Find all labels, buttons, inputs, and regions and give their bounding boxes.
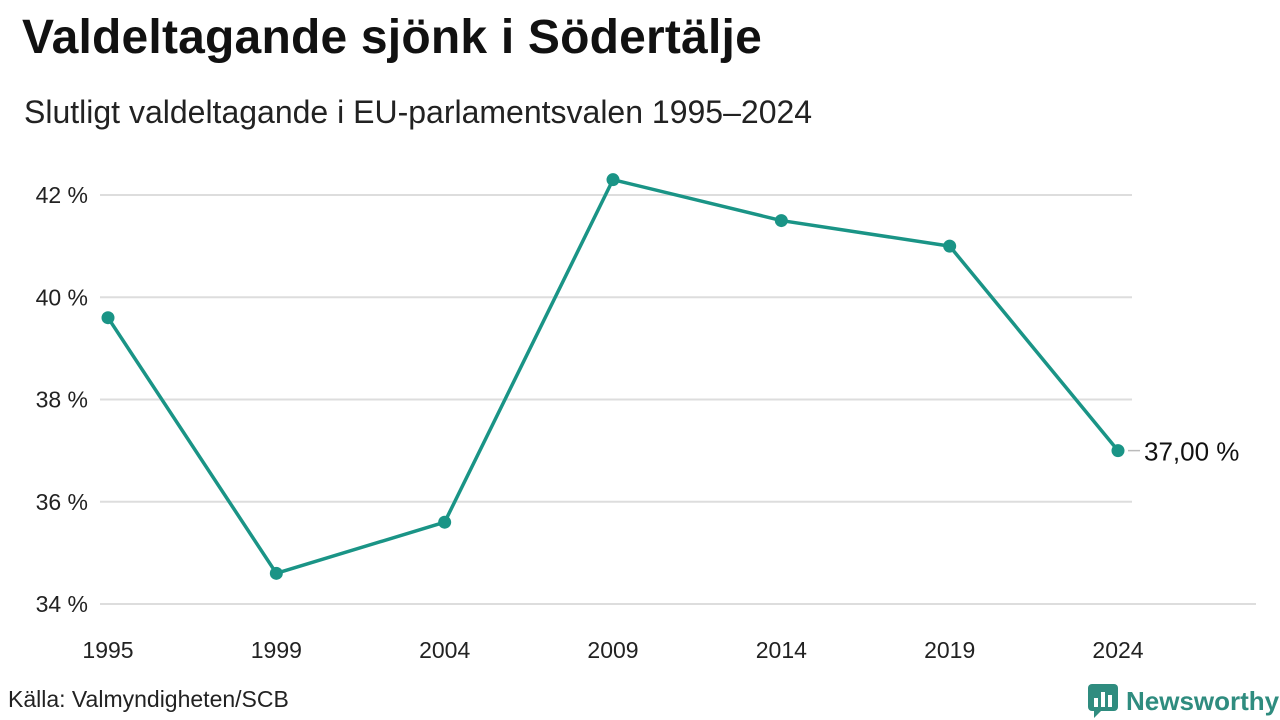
data-point — [606, 173, 620, 187]
x-tick-label: 2024 — [1092, 637, 1143, 663]
grid-lines — [100, 194, 1256, 605]
data-point — [269, 566, 283, 580]
end-annotation: 37,00 % — [1128, 437, 1239, 467]
x-tick-label: 2014 — [756, 637, 807, 663]
y-tick-label: 34 % — [36, 591, 88, 617]
y-tick-label: 38 % — [36, 387, 88, 413]
y-tick-label: 36 % — [36, 489, 88, 515]
series-group — [101, 173, 1125, 580]
y-tick-label: 42 % — [36, 182, 88, 208]
end-value-label: 37,00 % — [1144, 437, 1239, 467]
chart-title: Valdeltagande sjönk i Södertälje — [22, 11, 762, 64]
source-note: Källa: Valmyndigheten/SCB — [8, 686, 289, 712]
brand-logo[interactable]: Newsworthy — [1088, 683, 1279, 719]
chart-subtitle: Slutligt valdeltagande i EU-parlamentsva… — [24, 94, 813, 130]
x-tick-label: 1999 — [251, 637, 302, 663]
brand-name: Newsworthy — [1126, 685, 1280, 716]
x-tick-label: 2004 — [419, 637, 470, 663]
x-tick-label: 1995 — [82, 637, 133, 663]
y-tick-label: 40 % — [36, 284, 88, 310]
x-tick-label: 2019 — [924, 637, 975, 663]
data-point — [1111, 444, 1125, 458]
y-axis-ticks: 34 % 36 % 38 % 40 % 42 % — [36, 182, 88, 617]
bar-chart-speech-bubble-icon — [1088, 684, 1118, 718]
data-point — [438, 515, 452, 529]
series-line — [106, 177, 1120, 576]
x-axis-ticks: 1995 1999 2004 2009 2014 2019 2024 — [82, 637, 1143, 663]
data-point — [774, 214, 788, 228]
data-point — [943, 239, 957, 253]
x-tick-label: 2009 — [587, 637, 638, 663]
data-point — [101, 311, 115, 325]
